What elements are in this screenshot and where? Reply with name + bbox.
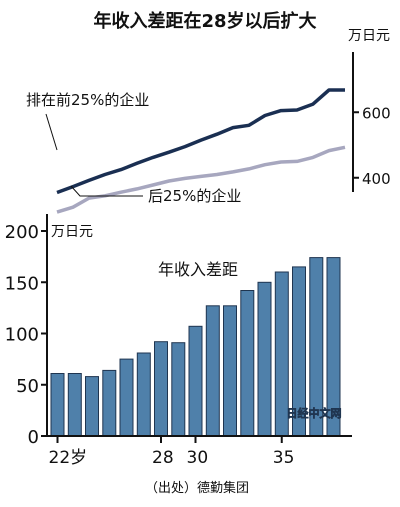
top-series-callout-line [45, 113, 58, 151]
bar [50, 373, 65, 437]
bar-chart: 万日元 年收入差距 0 50 100 150 200 22岁 28 30 35 日经中文网 [5, 214, 352, 468]
bar-chart-unit-label: 万日元 [51, 224, 93, 240]
bar [223, 305, 237, 437]
bar [240, 290, 255, 437]
bar [102, 369, 117, 437]
bar-chart-y-tick-label: 50 [16, 376, 39, 397]
bar-chart-y-tick-label: 200 [5, 222, 39, 243]
bar-chart-y-tick-label: 100 [5, 325, 39, 346]
line-chart-y-tick-label: 600 [362, 104, 391, 122]
bar [85, 376, 99, 437]
bar [119, 358, 134, 437]
bar-chart-y-tick-label: 150 [5, 273, 39, 294]
line-chart: 万日元 400 600 排在前25%的企业 后25%的企业 [26, 28, 391, 214]
bar-chart-y-tick-label: 0 [28, 427, 39, 448]
line-series-1 [56, 88, 345, 195]
line-chart-y-tick-label: 400 [362, 170, 391, 188]
bar [154, 341, 168, 437]
bar [67, 373, 82, 437]
bottom-series-callout-line [70, 185, 143, 197]
bar-chart-x-tick-label: 28 [152, 448, 174, 468]
chart-title: 年收入差距在28岁以后扩大 [93, 10, 316, 32]
watermark-text: 日经中文网 [287, 406, 342, 420]
bar [136, 352, 151, 437]
bar [171, 342, 186, 437]
top-series-legend-label: 排在前25%的企业 [26, 91, 149, 109]
bar-chart-x-tick-label: 35 [273, 448, 295, 468]
bottom-series-legend-label: 后25%的企业 [148, 187, 241, 205]
line-chart-unit-label: 万日元 [348, 28, 390, 44]
bar-chart-x-tick-label: 30 [187, 448, 209, 468]
bar-chart-title: 年收入差距 [158, 260, 238, 279]
bar-chart-x-tick-label: 22岁 [49, 448, 88, 468]
source-note: （出处）德勤集团 [145, 480, 249, 496]
bar [188, 325, 203, 437]
bar [205, 305, 220, 437]
bar [257, 281, 272, 437]
